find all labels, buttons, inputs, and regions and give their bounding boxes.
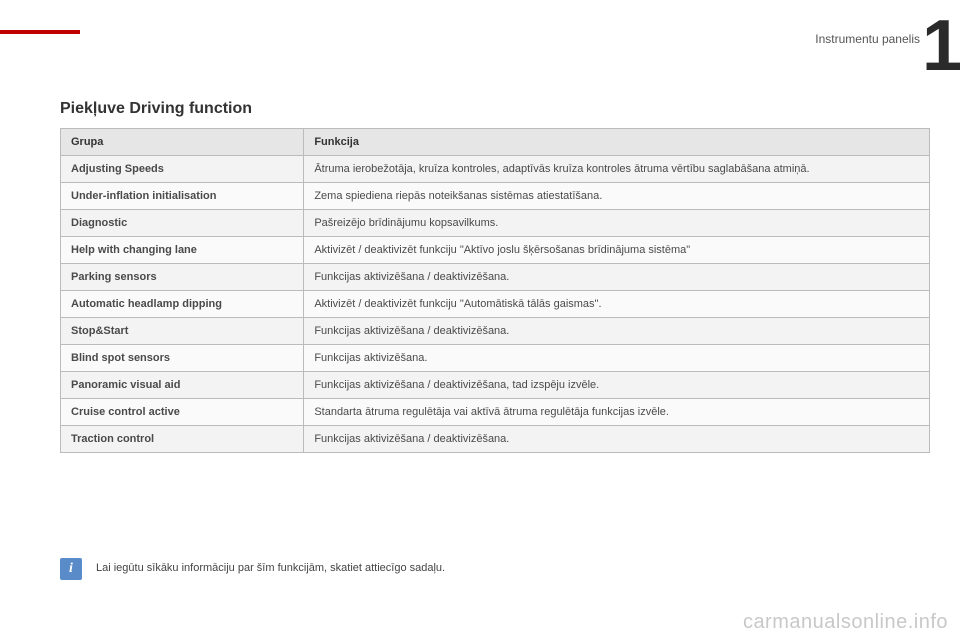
chapter-number: 1	[922, 10, 960, 82]
accent-bar	[0, 30, 80, 34]
table-row: Under-inflation initialisationZema spied…	[61, 183, 930, 210]
cell-group: Blind spot sensors	[61, 345, 304, 372]
col-grupa: Grupa	[61, 129, 304, 156]
watermark: carmanualsonline.info	[743, 611, 948, 634]
info-note: i Lai iegūtu sīkāku informāciju par šīm …	[60, 558, 930, 580]
cell-group: Help with changing lane	[61, 237, 304, 264]
table-row: Adjusting SpeedsĀtruma ierobežotāja, kru…	[61, 156, 930, 183]
cell-func: Aktivizēt / deaktivizēt funkciju "Automā…	[304, 291, 930, 318]
cell-group: Stop&Start	[61, 318, 304, 345]
cell-group: Parking sensors	[61, 264, 304, 291]
cell-func: Funkcijas aktivizēšana.	[304, 345, 930, 372]
cell-func: Funkcijas aktivizēšana / deaktivizēšana.	[304, 264, 930, 291]
cell-group: Traction control	[61, 426, 304, 453]
content-area: Piekļuve Driving function Grupa Funkcija…	[60, 100, 930, 453]
section-header: Instrumentu panelis	[815, 32, 920, 46]
table-row: Stop&StartFunkcijas aktivizēšana / deakt…	[61, 318, 930, 345]
col-funkcija: Funkcija	[304, 129, 930, 156]
functions-table: Grupa Funkcija Adjusting SpeedsĀtruma ie…	[60, 128, 930, 453]
cell-group: Under-inflation initialisation	[61, 183, 304, 210]
cell-func: Standarta ātruma regulētāja vai aktīvā ā…	[304, 399, 930, 426]
page: 1 Instrumentu panelis Piekļuve Driving f…	[0, 0, 960, 640]
cell-func: Ātruma ierobežotāja, kruīza kontroles, a…	[304, 156, 930, 183]
table-header-row: Grupa Funkcija	[61, 129, 930, 156]
cell-group: Adjusting Speeds	[61, 156, 304, 183]
cell-group: Panoramic visual aid	[61, 372, 304, 399]
table-row: Blind spot sensorsFunkcijas aktivizēšana…	[61, 345, 930, 372]
table-row: Panoramic visual aidFunkcijas aktivizēša…	[61, 372, 930, 399]
cell-func: Funkcijas aktivizēšana / deaktivizēšana.	[304, 426, 930, 453]
table-row: Cruise control activeStandarta ātruma re…	[61, 399, 930, 426]
cell-func: Pašreizējo brīdinājumu kopsavilkums.	[304, 210, 930, 237]
cell-func: Aktivizēt / deaktivizēt funkciju "Aktīvo…	[304, 237, 930, 264]
table-row: Automatic headlamp dippingAktivizēt / de…	[61, 291, 930, 318]
table-row: DiagnosticPašreizējo brīdinājumu kopsavi…	[61, 210, 930, 237]
cell-func: Zema spiediena riepās noteikšanas sistēm…	[304, 183, 930, 210]
cell-func: Funkcijas aktivizēšana / deaktivizēšana,…	[304, 372, 930, 399]
cell-group: Diagnostic	[61, 210, 304, 237]
table-row: Parking sensorsFunkcijas aktivizēšana / …	[61, 264, 930, 291]
info-text: Lai iegūtu sīkāku informāciju par šīm fu…	[96, 558, 445, 574]
cell-group: Automatic headlamp dipping	[61, 291, 304, 318]
table-row: Help with changing laneAktivizēt / deakt…	[61, 237, 930, 264]
cell-func: Funkcijas aktivizēšana / deaktivizēšana.	[304, 318, 930, 345]
cell-group: Cruise control active	[61, 399, 304, 426]
table-row: Traction controlFunkcijas aktivizēšana /…	[61, 426, 930, 453]
info-icon: i	[60, 558, 82, 580]
page-title: Piekļuve Driving function	[60, 100, 930, 118]
